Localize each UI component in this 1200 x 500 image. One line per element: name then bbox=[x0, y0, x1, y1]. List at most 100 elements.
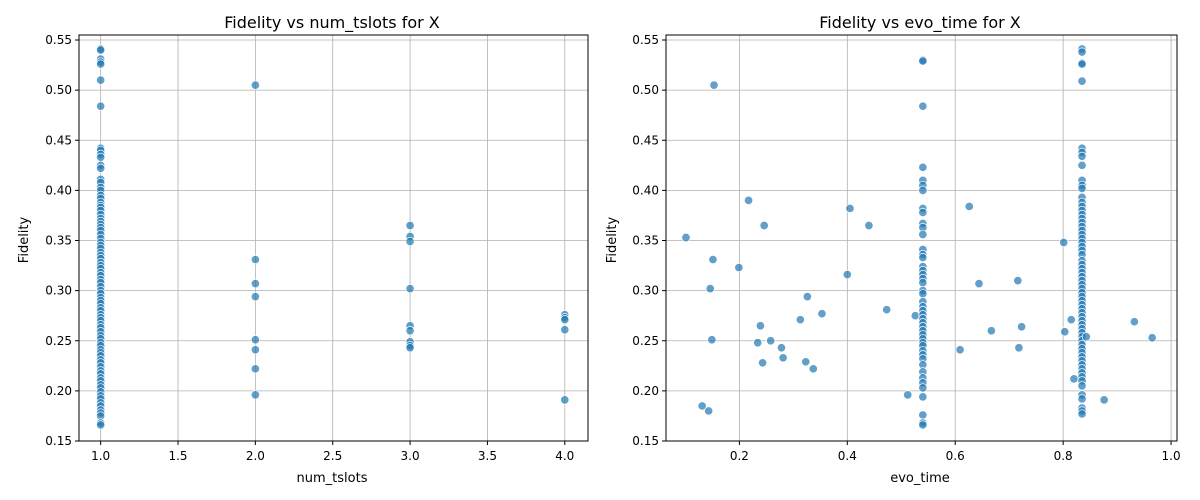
data-point bbox=[250, 255, 260, 265]
data-point bbox=[250, 292, 260, 302]
data-point bbox=[96, 101, 106, 111]
y-tick-label: 0.20 bbox=[45, 384, 72, 398]
data-point bbox=[910, 311, 920, 321]
y-tick-label: 0.30 bbox=[632, 284, 659, 298]
data-point bbox=[1066, 315, 1076, 325]
data-point bbox=[795, 315, 805, 325]
data-point bbox=[250, 80, 260, 90]
data-point bbox=[744, 195, 754, 205]
data-point bbox=[918, 207, 928, 217]
data-point bbox=[918, 410, 928, 420]
x-tick-label: 4.0 bbox=[555, 449, 574, 463]
data-point bbox=[96, 163, 106, 173]
data-point bbox=[96, 420, 106, 430]
data-point bbox=[250, 364, 260, 374]
data-point bbox=[96, 59, 106, 69]
data-point bbox=[1060, 327, 1070, 337]
x-tick-label: 0.8 bbox=[1054, 449, 1073, 463]
data-point bbox=[802, 292, 812, 302]
data-point bbox=[1077, 76, 1087, 86]
data-point bbox=[817, 309, 827, 319]
x-tick-label: 2.0 bbox=[246, 449, 265, 463]
data-point bbox=[405, 326, 415, 336]
plot-area: 0.15 0.20 0.25 0.30 0.35 0.40 0.45 0.50 0.55 1.0 1… bbox=[45, 33, 589, 463]
y-tick-label: 0.30 bbox=[45, 284, 72, 298]
data-point bbox=[96, 75, 106, 85]
x-tick-label: 2.5 bbox=[323, 449, 342, 463]
data-point bbox=[1077, 183, 1087, 193]
y-tick-label: 0.45 bbox=[632, 133, 659, 147]
data-point bbox=[759, 220, 769, 231]
data-point bbox=[864, 220, 874, 231]
data-point bbox=[1014, 343, 1024, 353]
axes-frame bbox=[78, 34, 589, 442]
data-point bbox=[955, 345, 965, 355]
x-axis-label: evo_time bbox=[890, 471, 950, 486]
data-point bbox=[734, 263, 744, 273]
data-point bbox=[918, 392, 928, 402]
data-point bbox=[986, 326, 996, 336]
axes-frame bbox=[665, 34, 1178, 442]
scatter-points bbox=[96, 44, 570, 430]
y-tick-label: 0.55 bbox=[632, 33, 659, 47]
data-point bbox=[1099, 395, 1109, 405]
y-tick-label: 0.50 bbox=[45, 83, 72, 97]
scatter-points bbox=[681, 44, 1157, 430]
data-point bbox=[755, 321, 765, 331]
y-axis-label: Fidelity bbox=[605, 216, 620, 263]
chart-title: Fidelity vs evo_time for X bbox=[819, 13, 1021, 33]
data-point bbox=[1059, 237, 1069, 248]
y-tick-label: 0.50 bbox=[632, 83, 659, 97]
x-tick-label: 3.0 bbox=[401, 449, 420, 463]
data-point bbox=[918, 101, 928, 111]
data-point bbox=[96, 152, 106, 162]
y-tick-label: 0.35 bbox=[45, 234, 72, 248]
data-point bbox=[709, 80, 719, 90]
y-tick-label: 0.45 bbox=[45, 133, 72, 147]
data-point bbox=[808, 364, 818, 374]
data-point bbox=[250, 390, 260, 400]
data-point bbox=[705, 284, 715, 294]
data-point bbox=[96, 45, 106, 55]
y-tick-label: 0.15 bbox=[45, 434, 72, 448]
data-point bbox=[1077, 47, 1087, 57]
y-tick-label: 0.55 bbox=[45, 33, 72, 47]
x-tick-label: 1.0 bbox=[1162, 449, 1181, 463]
data-point bbox=[1077, 160, 1087, 170]
data-point bbox=[964, 201, 974, 211]
data-point bbox=[560, 315, 570, 325]
data-point bbox=[918, 56, 928, 66]
data-point bbox=[560, 395, 570, 405]
data-point bbox=[1077, 59, 1087, 69]
data-point bbox=[250, 279, 260, 289]
data-point bbox=[704, 406, 714, 416]
data-point bbox=[708, 255, 718, 265]
data-point bbox=[1077, 409, 1087, 419]
data-point bbox=[707, 335, 717, 345]
data-point bbox=[842, 270, 852, 280]
data-point bbox=[405, 236, 415, 247]
data-point bbox=[918, 289, 928, 299]
data-point bbox=[560, 325, 570, 335]
data-point bbox=[250, 345, 260, 355]
data-point bbox=[1147, 333, 1157, 343]
data-point bbox=[405, 343, 415, 353]
data-point bbox=[405, 284, 415, 294]
data-point bbox=[918, 383, 928, 393]
data-point bbox=[918, 185, 928, 195]
data-point bbox=[918, 252, 928, 263]
data-point bbox=[1081, 332, 1091, 342]
data-point bbox=[697, 401, 707, 411]
y-tick-label: 0.40 bbox=[632, 183, 659, 197]
data-point bbox=[882, 305, 892, 315]
x-tick-label: 0.6 bbox=[946, 449, 965, 463]
data-point bbox=[918, 229, 928, 240]
data-point bbox=[845, 203, 855, 213]
y-tick-label: 0.35 bbox=[632, 234, 659, 248]
x-tick-label: 1.0 bbox=[91, 449, 110, 463]
x-tick-label: 0.4 bbox=[838, 449, 857, 463]
data-point bbox=[776, 343, 787, 353]
y-tick-label: 0.40 bbox=[45, 183, 72, 197]
data-point bbox=[405, 220, 415, 231]
